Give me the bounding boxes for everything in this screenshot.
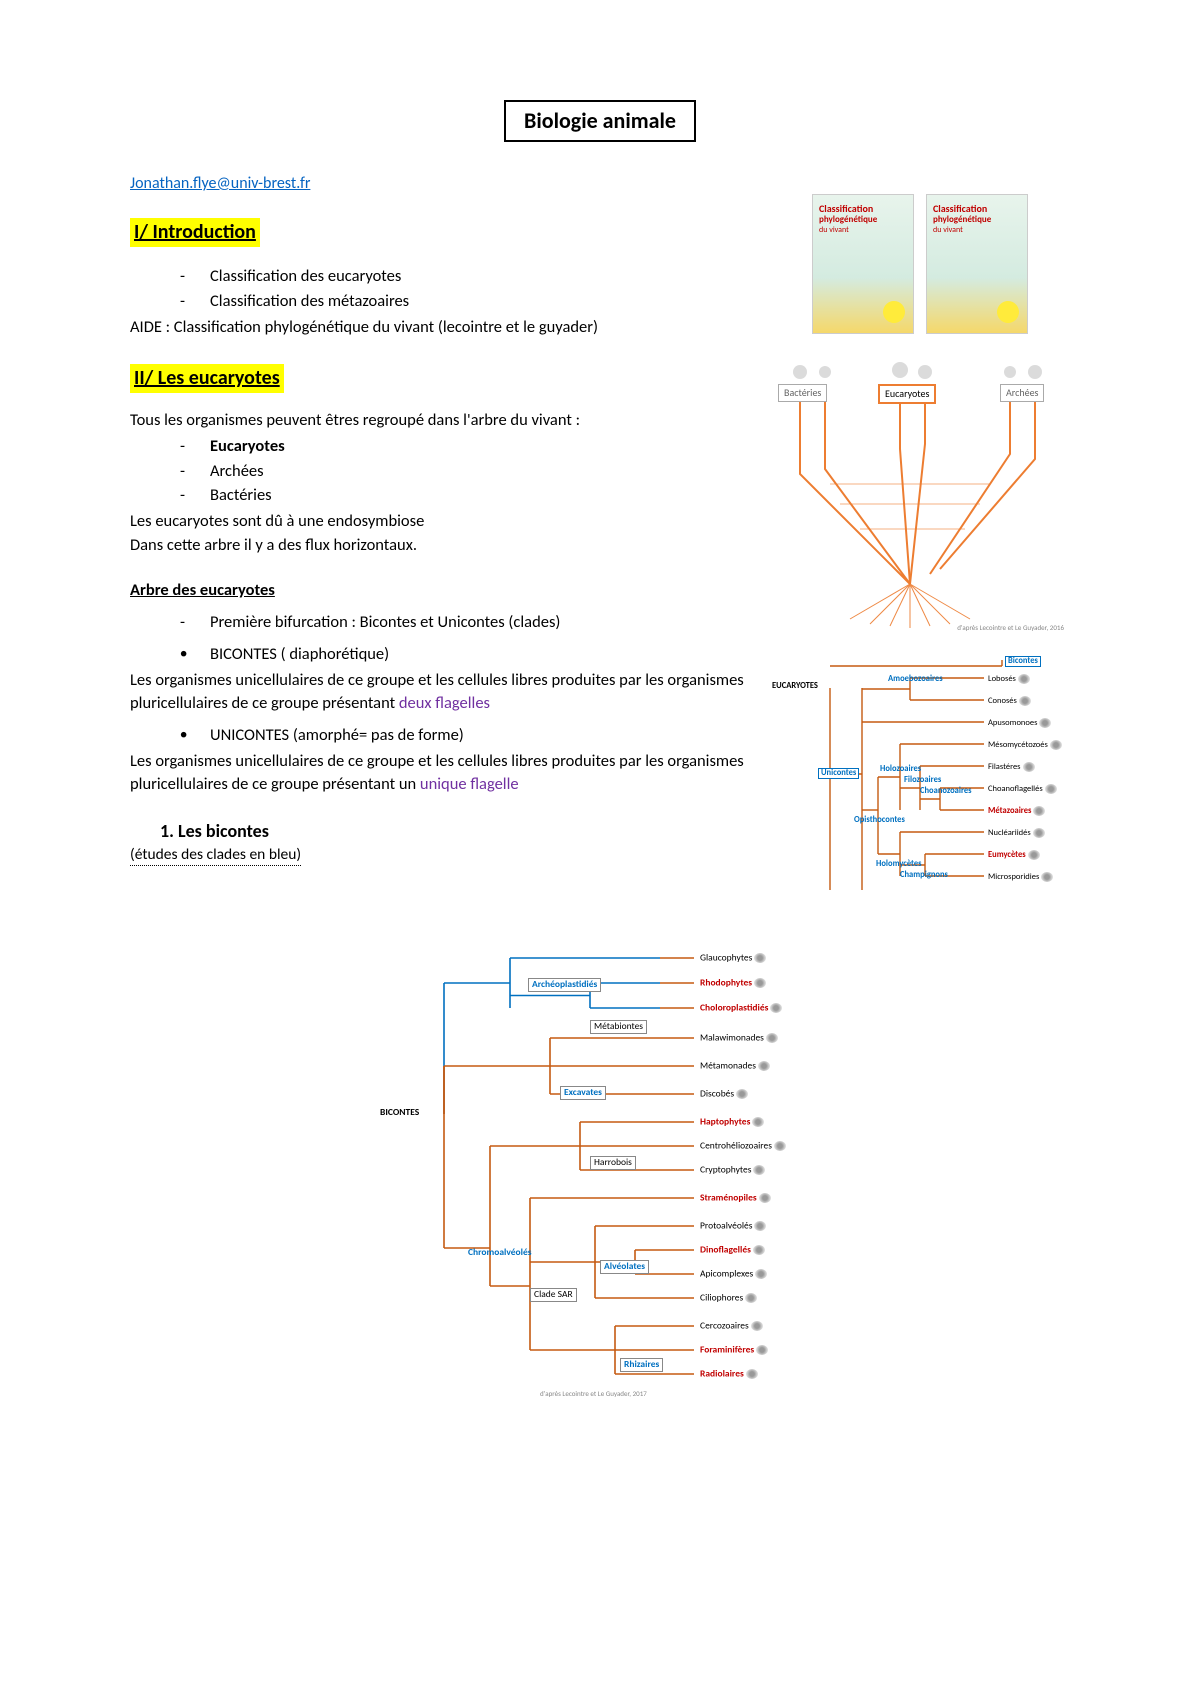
- list-item: Classification des eucaryotes: [210, 265, 401, 287]
- bifurcation-text: Première bifurcation : Bicontes et Unico…: [210, 611, 560, 633]
- book-cover-2: Classification phylogénétique du vivant: [926, 194, 1028, 334]
- tree-node: Cryptophytes: [700, 1165, 765, 1175]
- book-cover-1: Classification phylogénétique du vivant: [812, 194, 914, 334]
- tree-node: Centrohéliozoaires: [700, 1141, 786, 1151]
- book-title-line2: phylogénétique: [933, 215, 1021, 225]
- book-badge: [995, 300, 1020, 325]
- tree-node: Métazoaires: [988, 806, 1045, 816]
- tree-node: Rhodophytes: [700, 978, 766, 988]
- tree-node: Protoalvéolés: [700, 1221, 766, 1231]
- tree-node: Choanoflagellés: [988, 784, 1057, 794]
- tree-node: Harrobois: [590, 1156, 636, 1170]
- tree-node: Holomycètes: [876, 860, 922, 869]
- tree-node: Foraminifères: [700, 1345, 768, 1355]
- tree-node: Unicontes: [818, 768, 859, 779]
- figure-column: Classification phylogénétique du vivant …: [770, 194, 1070, 934]
- tree-caption: d'après Lecointre et Le Guyader, 2016: [957, 623, 1064, 632]
- tree-node: Choanozoaires: [920, 787, 972, 796]
- tree-node: Opisthocontes: [854, 816, 905, 825]
- list-item: Classification des métazoaires: [210, 290, 409, 312]
- tree-label-archaea: Archées: [1000, 384, 1044, 402]
- tree-node: Conosés: [988, 696, 1031, 706]
- tree-node: BICONTES: [380, 1108, 419, 1118]
- title-wrap: Biologie animale: [130, 100, 1070, 172]
- book-title-line2: phylogénétique: [819, 215, 907, 225]
- tree-node: Champignons: [900, 871, 948, 880]
- bicontes-label: BICONTES ( diaphorétique): [210, 643, 389, 665]
- tree-node: Discobés: [700, 1089, 748, 1099]
- bicontes-tree: d'après Lecointre et Le Guyader, 2017 BI…: [280, 938, 920, 1398]
- book-title-line3: du vivant: [819, 226, 907, 235]
- tree-node: Malawimonades: [700, 1033, 778, 1043]
- tree-node: Holozoaires: [880, 765, 921, 774]
- tree-node: Alvéolates: [600, 1260, 649, 1274]
- tree-node: Chromoalvéolés: [468, 1248, 532, 1258]
- tree-node: Radiolaires: [700, 1369, 758, 1379]
- tree-node: Archéoplastidiés: [528, 978, 601, 992]
- page-title: Biologie animale: [504, 100, 696, 142]
- heading-eucaryotes: II/ Les eucaryotes: [130, 364, 284, 393]
- tree-node: Lobosés: [988, 674, 1030, 684]
- bicontes-text-b: deux flagelles: [399, 693, 490, 713]
- book-title-line3: du vivant: [933, 226, 1021, 235]
- heading-intro: I/ Introduction: [130, 218, 260, 247]
- tree-label-bacteria: Bactéries: [778, 384, 827, 402]
- tree-node: Haptophytes: [700, 1117, 764, 1127]
- tree-node: Cercozoaires: [700, 1321, 763, 1331]
- list-item: Eucaryotes: [210, 435, 285, 457]
- tree-node: Clade SAR: [530, 1288, 577, 1302]
- eukaryote-tree: EUCARYOTES Bicontes Unicontes Lobosés Conosé…: [770, 654, 1070, 914]
- tree-of-life-figure: Bactéries Eucaryotes Archées: [770, 354, 1070, 634]
- tree-node: Rhizaires: [620, 1358, 663, 1372]
- tree-node: Filastéres: [988, 762, 1035, 772]
- tree-node: Apicomplexes: [700, 1269, 767, 1279]
- tree-node: Excavates: [560, 1086, 606, 1100]
- tree-label-eukaryotes: Eucaryotes: [878, 384, 936, 404]
- tree-node: EUCARYOTES: [772, 682, 818, 691]
- list-item: Archées: [210, 460, 264, 482]
- tree-node: Choloroplastidiés: [700, 1003, 782, 1013]
- bicontes-tree-caption: d'après Lecointre et Le Guyader, 2017: [540, 1389, 647, 1398]
- tree-node: Amoebozoaires: [888, 675, 943, 684]
- tree-node: Glaucophytes: [700, 953, 766, 963]
- tree-node: Microsporidies: [988, 872, 1053, 882]
- tree-node: Ciliophores: [700, 1293, 757, 1303]
- bicontes-tree-wrap: d'après Lecointre et Le Guyader, 2017 BI…: [130, 938, 1070, 1404]
- email-row: Jonathan.flye@univ-brest.fr: [130, 172, 1070, 195]
- contact-email[interactable]: Jonathan.flye@univ-brest.fr: [130, 174, 310, 193]
- list-item: Bactéries: [210, 484, 272, 506]
- tree-node: Métamonades: [700, 1061, 770, 1071]
- unicontes-label: UNICONTES (amorphé= pas de forme): [210, 724, 464, 746]
- tree-node: Mésomycétozoés: [988, 740, 1062, 750]
- tree-node: Eumycètes: [988, 850, 1040, 860]
- tree-node: Métabiontes: [590, 1020, 647, 1034]
- tree-node: Straménopiles: [700, 1193, 771, 1203]
- book-badge: [881, 300, 906, 325]
- tree-node: Nucléariidés: [988, 828, 1045, 838]
- tree-node: Bicontes: [1005, 656, 1041, 667]
- tree-node: Apusomonoes: [988, 718, 1051, 728]
- tree-node: Filozoaires: [904, 776, 941, 785]
- tree-node: Dinoflagellés: [700, 1245, 765, 1255]
- book-covers: Classification phylogénétique du vivant …: [770, 194, 1070, 334]
- unicontes-text-b: unique flagelle: [420, 774, 519, 794]
